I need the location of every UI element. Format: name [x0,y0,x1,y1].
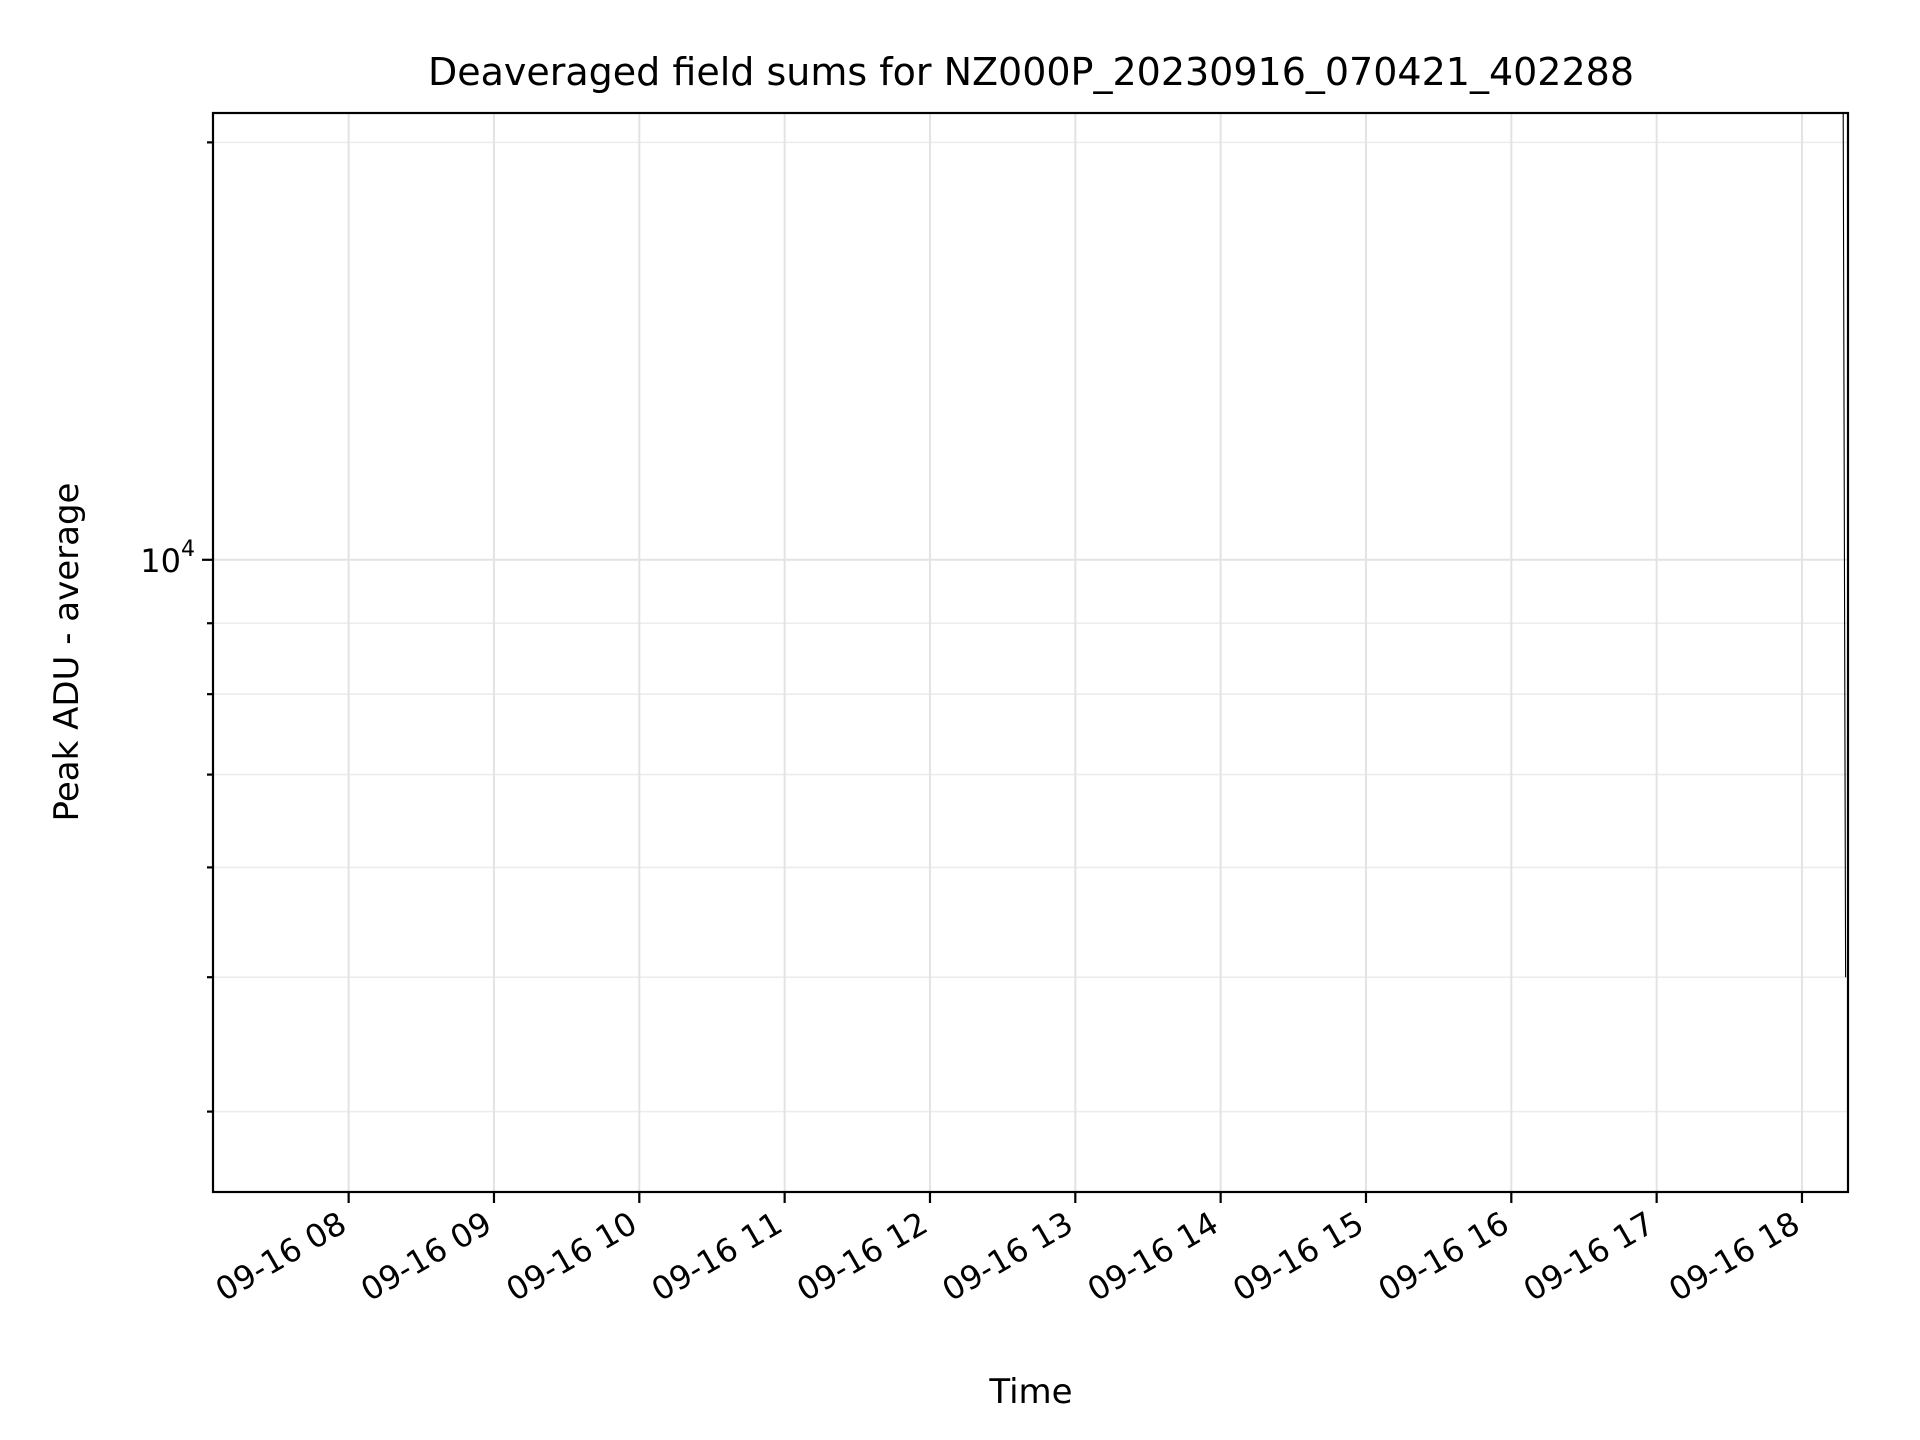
y-axis-label: Peak ADU - average [47,483,87,822]
x-axis-label: Time [988,1372,1072,1412]
y-axis: 104105106107 [140,141,213,1113]
chart-title: Deaveraged field sums for NZ000P_2023091… [428,50,1634,94]
plot-area-frame [211,111,1850,1194]
y-tick-label: 104 [140,537,195,580]
grid [213,113,1848,1192]
